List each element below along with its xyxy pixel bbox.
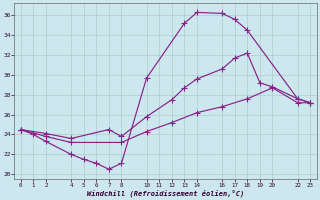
X-axis label: Windchill (Refroidissement éolien,°C): Windchill (Refroidissement éolien,°C) — [87, 189, 244, 197]
